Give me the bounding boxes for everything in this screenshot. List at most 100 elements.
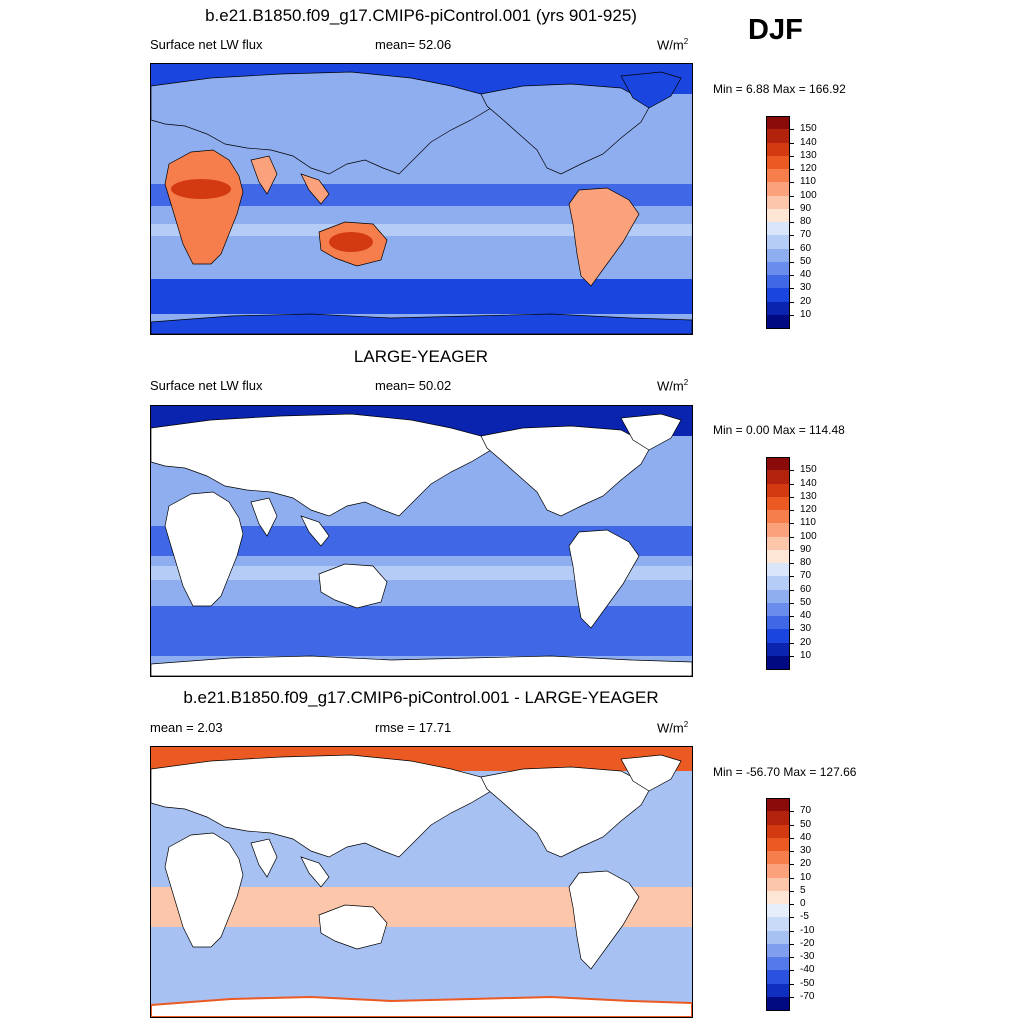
panel-1-variable-label: Surface net LW flux [150, 37, 263, 52]
panel-3-colorbar: 70 50 40 30 20 10 5 0 -5 -10 -20 -30 -40 -50 -70 [766, 798, 826, 1011]
colorbar-tick-label: 20 [800, 295, 812, 307]
southern-ocean-band [151, 606, 692, 656]
colorbar-swatch [766, 970, 790, 984]
panel-3-map [150, 746, 693, 1018]
colorbar-tick [790, 496, 794, 498]
colorbar-tick-label: 70 [800, 570, 812, 582]
colorbar-tick-label: 30 [800, 623, 812, 635]
colorbar-tick [790, 904, 794, 905]
colorbar-swatch [766, 129, 790, 143]
colorbar-tick-label: 110 [800, 176, 816, 188]
colorbar-tick-label: -50 [800, 977, 815, 989]
panel-1-map [150, 63, 693, 335]
colorbar-swatch [766, 195, 790, 210]
colorbar-swatch [766, 483, 790, 498]
colorbar-tick-label: -5 [800, 911, 809, 923]
colorbar-tick [790, 523, 794, 525]
colorbar-swatch [766, 983, 790, 998]
colorbar-swatch [766, 169, 790, 183]
landmass-eurasia [151, 71, 492, 175]
landmass-africa [164, 491, 244, 607]
colorbar-swatch [766, 930, 790, 945]
colorbar-swatch [766, 824, 790, 839]
panel-2-colorbar: 150 140 130 120 110 100 90 80 70 60 50 40 30 20 10 [766, 457, 826, 670]
colorbar-swatch [766, 642, 790, 657]
panel-2-min-max: Min = 0.00 Max = 114.48 [713, 423, 845, 437]
colorbar-tick [790, 642, 794, 644]
colorbar-tick-label: 140 [800, 477, 817, 489]
colorbar-tick-label: 10 [800, 308, 812, 320]
colorbar-tick-label: 50 [800, 596, 812, 608]
panel-3-mean-label: mean = 2.03 [150, 720, 223, 735]
colorbar-swatch [766, 837, 790, 852]
colorbar-tick [790, 129, 794, 131]
equatorial-band [151, 184, 692, 206]
colorbar-tick [790, 890, 794, 892]
colorbar-tick [790, 301, 794, 303]
colorbar-tick [790, 877, 794, 879]
colorbar-swatch [766, 301, 790, 316]
colorbar-tick-label: 50 [800, 255, 812, 267]
colorbar-swatch [766, 996, 790, 1011]
colorbar-tick [790, 155, 794, 157]
colorbar-tick [790, 261, 794, 263]
colorbar-swatch [766, 877, 790, 892]
colorbar-swatch [766, 576, 790, 590]
colorbar-swatch [766, 563, 790, 577]
colorbar-swatch [766, 222, 790, 236]
colorbar-tick [790, 563, 794, 564]
panel-2-units: W/m2 [657, 378, 689, 394]
colorbar-swatch [766, 917, 790, 931]
landmass-namerica [480, 425, 652, 517]
colorbar-tick-label: 20 [800, 636, 812, 648]
season-label: DJF [748, 14, 803, 46]
colorbar-swatch [766, 496, 790, 511]
colorbar-tick [790, 314, 794, 316]
landmass-eurasia [151, 754, 492, 858]
colorbar-tick [790, 970, 794, 972]
landmass-eurasia [151, 413, 492, 517]
colorbar-tick [790, 142, 794, 144]
colorbar-swatch [766, 523, 790, 537]
colorbar-tick-label: 30 [800, 282, 812, 294]
colorbar-tick-label: 70 [800, 805, 812, 817]
colorbar-swatch [766, 248, 790, 263]
colorbar-swatch [766, 655, 790, 670]
colorbar-swatch [766, 904, 790, 918]
colorbar-tick [790, 629, 794, 631]
landmass-seasia [300, 515, 330, 547]
colorbar-tick [790, 576, 794, 578]
colorbar-tick [790, 275, 794, 276]
colorbar-tick-label: 150 [800, 464, 817, 476]
landmass-africa [164, 149, 244, 265]
panel-1-colorbar: 150 140 130 120 110 100 90 80 70 60 50 40 30 20 10 [766, 116, 826, 329]
colorbar-tick-label: 10 [800, 871, 812, 883]
colorbar-tick [790, 470, 794, 472]
colorbar-swatch [766, 288, 790, 302]
colorbar-tick [790, 983, 794, 985]
panel-2-map [150, 405, 693, 677]
colorbar-tick [790, 957, 794, 958]
panel-3-min-max: Min = -56.70 Max = 127.66 [713, 765, 857, 779]
colorbar-swatch [766, 629, 790, 643]
colorbar-tick-label: 100 [800, 189, 817, 201]
colorbar-tick [790, 811, 794, 813]
colorbar-swatch [766, 235, 790, 249]
sahara-hotspot [171, 179, 231, 199]
panel-1-mean-label: mean= 52.06 [375, 37, 452, 52]
colorbar-tick [790, 917, 794, 919]
australia-hotspot [329, 232, 373, 252]
landmass-seasia [300, 856, 330, 888]
colorbar-tick [790, 169, 794, 170]
colorbar-tick [790, 288, 794, 290]
colorbar-swatch [766, 549, 790, 564]
landmass-samerica [568, 187, 640, 287]
landmass-greenland [620, 413, 682, 451]
landmass-samerica [568, 870, 640, 970]
colorbar-tick-label: 40 [800, 610, 812, 621]
landmass-antarctica [151, 313, 692, 334]
colorbar-swatch [766, 602, 790, 617]
colorbar-swatch [766, 142, 790, 157]
colorbar-tick-label: 150 [800, 123, 817, 135]
landmass-india [250, 497, 278, 537]
